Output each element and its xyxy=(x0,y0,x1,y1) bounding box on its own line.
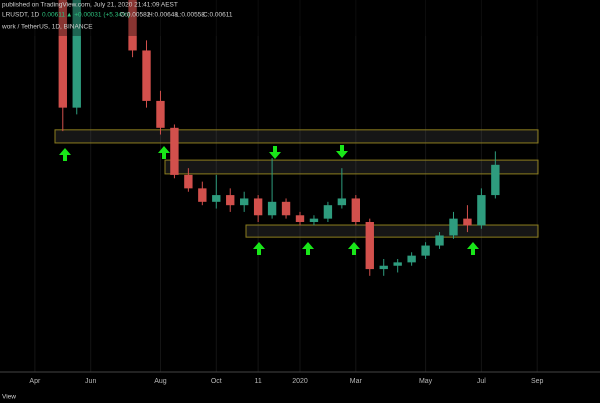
candle-body xyxy=(337,198,347,206)
candle-body xyxy=(156,100,165,128)
candle-body xyxy=(198,188,207,202)
arrow-down xyxy=(336,145,348,158)
published: published on TradingView.com, July 21, 2… xyxy=(2,2,178,9)
candle-body xyxy=(226,195,235,206)
candle-body xyxy=(463,218,472,226)
candle-body xyxy=(267,201,277,216)
footer: View xyxy=(2,394,16,401)
arrow-up xyxy=(59,148,71,161)
x-tick-label: Sep xyxy=(531,378,544,385)
x-tick-label: 11 xyxy=(254,378,261,385)
candle-body xyxy=(184,174,193,189)
arrow-down xyxy=(269,146,281,159)
last-price: 0.00611 xyxy=(42,12,65,19)
candle-body xyxy=(72,0,81,108)
x-tick-label: Oct xyxy=(211,378,222,385)
candle-body xyxy=(407,255,416,263)
arrow-up xyxy=(302,242,314,255)
candle-body xyxy=(491,164,500,196)
low: L:0.00558 xyxy=(176,12,205,19)
close: C:0.00611 xyxy=(203,12,233,19)
x-tick-label: Jun xyxy=(85,378,96,385)
pair: work / TetherUS, 1D, BINANCE xyxy=(1,24,93,31)
arrow-up xyxy=(348,242,360,255)
candle-body xyxy=(323,205,333,219)
candle-body xyxy=(142,50,151,101)
change: ▲ +0.00031 (+5.34%) xyxy=(66,12,130,19)
candle-body xyxy=(240,198,249,206)
x-tick-label: May xyxy=(419,378,433,385)
candle-body xyxy=(449,218,458,236)
candle-body xyxy=(309,218,319,222)
candle-body xyxy=(212,195,221,202)
arrows xyxy=(59,145,479,255)
candle-body xyxy=(128,0,137,51)
candle-body xyxy=(435,235,444,246)
arrow-up xyxy=(158,146,170,159)
symbol: LRUSDT, 1D xyxy=(2,12,40,19)
candle-body xyxy=(253,198,263,216)
candles xyxy=(58,0,500,276)
zone xyxy=(164,159,539,175)
x-tick-label: Jul xyxy=(477,378,486,385)
candle-body xyxy=(351,198,360,222)
candle-body xyxy=(170,127,179,175)
arrow-up xyxy=(253,242,265,255)
candle-body xyxy=(365,222,374,270)
x-tick-label: Mar xyxy=(350,378,363,385)
candle-body xyxy=(281,201,291,216)
zone xyxy=(54,129,539,144)
candle-body xyxy=(295,215,305,222)
x-tick-label: Aug xyxy=(154,378,167,385)
candle-body xyxy=(477,195,486,226)
zone xyxy=(245,224,539,238)
candle-body xyxy=(58,0,67,108)
candle-body xyxy=(421,245,430,256)
grid xyxy=(34,0,538,372)
high: H:0.00648 xyxy=(148,12,178,19)
candle-body xyxy=(393,262,402,266)
header-backdrop xyxy=(0,0,600,36)
open: O:0.00582 xyxy=(120,12,151,19)
x-tick-label: 2020 xyxy=(292,378,308,385)
x-tick-label: Apr xyxy=(29,378,41,385)
candle-body xyxy=(379,265,388,270)
arrow-up xyxy=(467,242,479,255)
